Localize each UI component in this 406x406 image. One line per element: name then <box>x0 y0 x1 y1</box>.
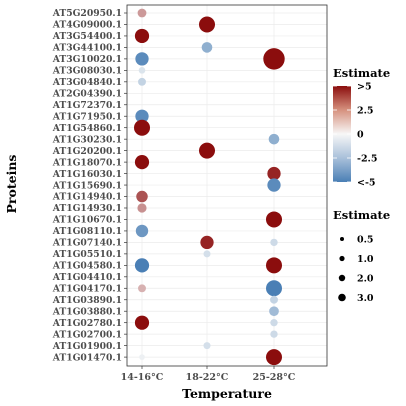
color-legend-label: 2.5 <box>357 105 374 116</box>
data-point <box>268 133 280 145</box>
color-legend: Estimate >5 2.5 0 -2.5 <-5 <box>333 66 390 188</box>
data-point <box>138 77 146 86</box>
y-tick-label: AT1G10670.1 <box>52 215 122 226</box>
data-point <box>134 258 150 273</box>
color-legend-label: >5 <box>357 81 372 92</box>
y-tick-label: AT1G04170.1 <box>52 283 122 294</box>
color-legend-ticks <box>333 85 351 183</box>
data-point <box>134 155 150 170</box>
size-legend-label: 0.5 <box>357 234 374 245</box>
y-axis-title: Proteins <box>4 155 19 214</box>
y-tick-label: AT3G54400.1 <box>52 31 122 42</box>
data-point <box>266 257 282 274</box>
y-tick-label: AT1G05510.1 <box>52 249 122 260</box>
size-legend-point <box>339 255 345 262</box>
size-legend-items: 0.5 1.0 2.0 3.0 <box>338 234 374 304</box>
x-tick-label: 18-22°C <box>186 372 229 383</box>
data-point <box>270 295 278 304</box>
y-tick-label: AT3G08030.1 <box>52 66 122 77</box>
y-tick-label: AT1G02780.1 <box>52 318 122 329</box>
x-tick-label: 25-28°C <box>253 372 296 383</box>
grid-lines <box>127 5 327 366</box>
size-legend: Estimate 0.5 1.0 2.0 3.0 <box>333 208 390 304</box>
data-point <box>137 8 147 18</box>
data-points <box>134 8 285 366</box>
data-point <box>203 342 211 350</box>
y-tick-label: AT1G07140.1 <box>52 238 122 249</box>
size-legend-point <box>338 274 346 282</box>
y-tick-label: AT1G03880.1 <box>52 306 122 317</box>
y-tick-label: AT1G54860.1 <box>52 123 122 134</box>
y-tick-label: AT1G71950.1 <box>52 111 122 122</box>
data-point <box>199 142 215 159</box>
size-legend-point <box>340 237 344 241</box>
y-tick-label: AT1G14930.1 <box>52 203 122 214</box>
data-point <box>135 52 149 66</box>
data-point <box>139 354 145 360</box>
color-legend-bar <box>333 86 351 182</box>
x-axis-title: Temperature <box>182 386 272 401</box>
y-tick-label: AT3G10020.1 <box>52 54 122 65</box>
y-tick-label: AT1G20200.1 <box>52 146 122 157</box>
size-legend-label: 1.0 <box>357 254 374 265</box>
size-legend-label: 2.0 <box>357 273 374 284</box>
data-point <box>263 48 285 70</box>
y-tick-label: AT1G30230.1 <box>52 134 122 145</box>
y-tick-label: AT3G44100.1 <box>52 43 122 54</box>
y-tick-label: AT1G16030.1 <box>52 169 122 180</box>
data-point <box>134 315 150 330</box>
data-point <box>266 349 282 366</box>
color-legend-labels: >5 2.5 0 -2.5 <-5 <box>357 81 377 188</box>
data-point <box>270 238 278 247</box>
data-point <box>266 280 282 297</box>
data-point <box>270 330 278 338</box>
data-point <box>201 42 213 53</box>
y-tick-label: AT1G08110.1 <box>52 226 122 237</box>
data-point <box>137 203 147 213</box>
y-tick-label: AT3G04840.1 <box>52 77 122 88</box>
y-tick-label: AT1G01900.1 <box>52 341 122 352</box>
size-legend-point <box>338 293 346 302</box>
y-tick-label: AT1G01470.1 <box>52 352 122 363</box>
y-tick-label: AT4G09000.1 <box>52 20 122 31</box>
data-point <box>267 178 281 192</box>
data-point <box>135 109 149 123</box>
color-legend-label: <-5 <box>357 177 376 188</box>
x-tick-labels: 14-16°C 18-22°C 25-28°C <box>121 366 296 383</box>
y-tick-label: AT1G14940.1 <box>52 192 122 203</box>
data-point <box>267 166 281 181</box>
panel-border <box>126 4 328 367</box>
color-legend-title: Estimate <box>333 66 390 80</box>
data-point <box>138 67 146 74</box>
y-tick-label: AT5G20950.1 <box>52 8 122 19</box>
data-point <box>134 28 150 44</box>
data-point <box>270 319 278 327</box>
data-point <box>138 284 146 293</box>
data-point <box>266 211 282 228</box>
y-tick-label: AT1G18070.1 <box>52 157 122 168</box>
y-tick-label: AT2G04390.1 <box>52 88 122 99</box>
y-tick-label: AT1G03890.1 <box>52 295 122 306</box>
data-point <box>269 306 279 317</box>
data-point <box>200 235 214 250</box>
data-point <box>203 250 211 258</box>
y-tick-label: AT1G15690.1 <box>52 180 122 191</box>
y-tick-label: AT1G72370.1 <box>52 100 122 111</box>
y-tick-label: AT1G02700.1 <box>52 329 122 340</box>
color-legend-label: -2.5 <box>357 153 377 164</box>
size-legend-label: 3.0 <box>357 293 374 304</box>
color-legend-label: 0 <box>357 129 364 140</box>
data-point <box>135 224 149 238</box>
y-tick-labels: AT5G20950.1AT4G09000.1AT3G54400.1AT3G441… <box>52 8 127 363</box>
data-point <box>199 16 215 33</box>
data-point <box>136 190 148 203</box>
x-tick-label: 14-16°C <box>121 372 164 383</box>
data-point <box>134 119 150 136</box>
y-tick-label: AT1G04410.1 <box>52 272 122 283</box>
size-legend-title: Estimate <box>333 208 390 222</box>
y-tick-label: AT1G04580.1 <box>52 261 122 272</box>
